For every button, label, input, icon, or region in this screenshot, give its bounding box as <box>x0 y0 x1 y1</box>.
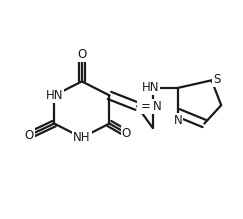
Text: N: N <box>174 114 182 127</box>
Text: O: O <box>122 127 131 140</box>
Text: O: O <box>24 129 34 142</box>
Text: NH: NH <box>73 131 91 144</box>
Text: S: S <box>213 73 220 86</box>
Text: $=$N: $=$N <box>138 100 162 113</box>
Text: HN: HN <box>142 81 159 94</box>
Text: O: O <box>77 48 87 61</box>
Text: HN: HN <box>45 89 63 102</box>
